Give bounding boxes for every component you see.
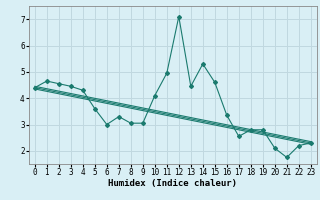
X-axis label: Humidex (Indice chaleur): Humidex (Indice chaleur): [108, 179, 237, 188]
